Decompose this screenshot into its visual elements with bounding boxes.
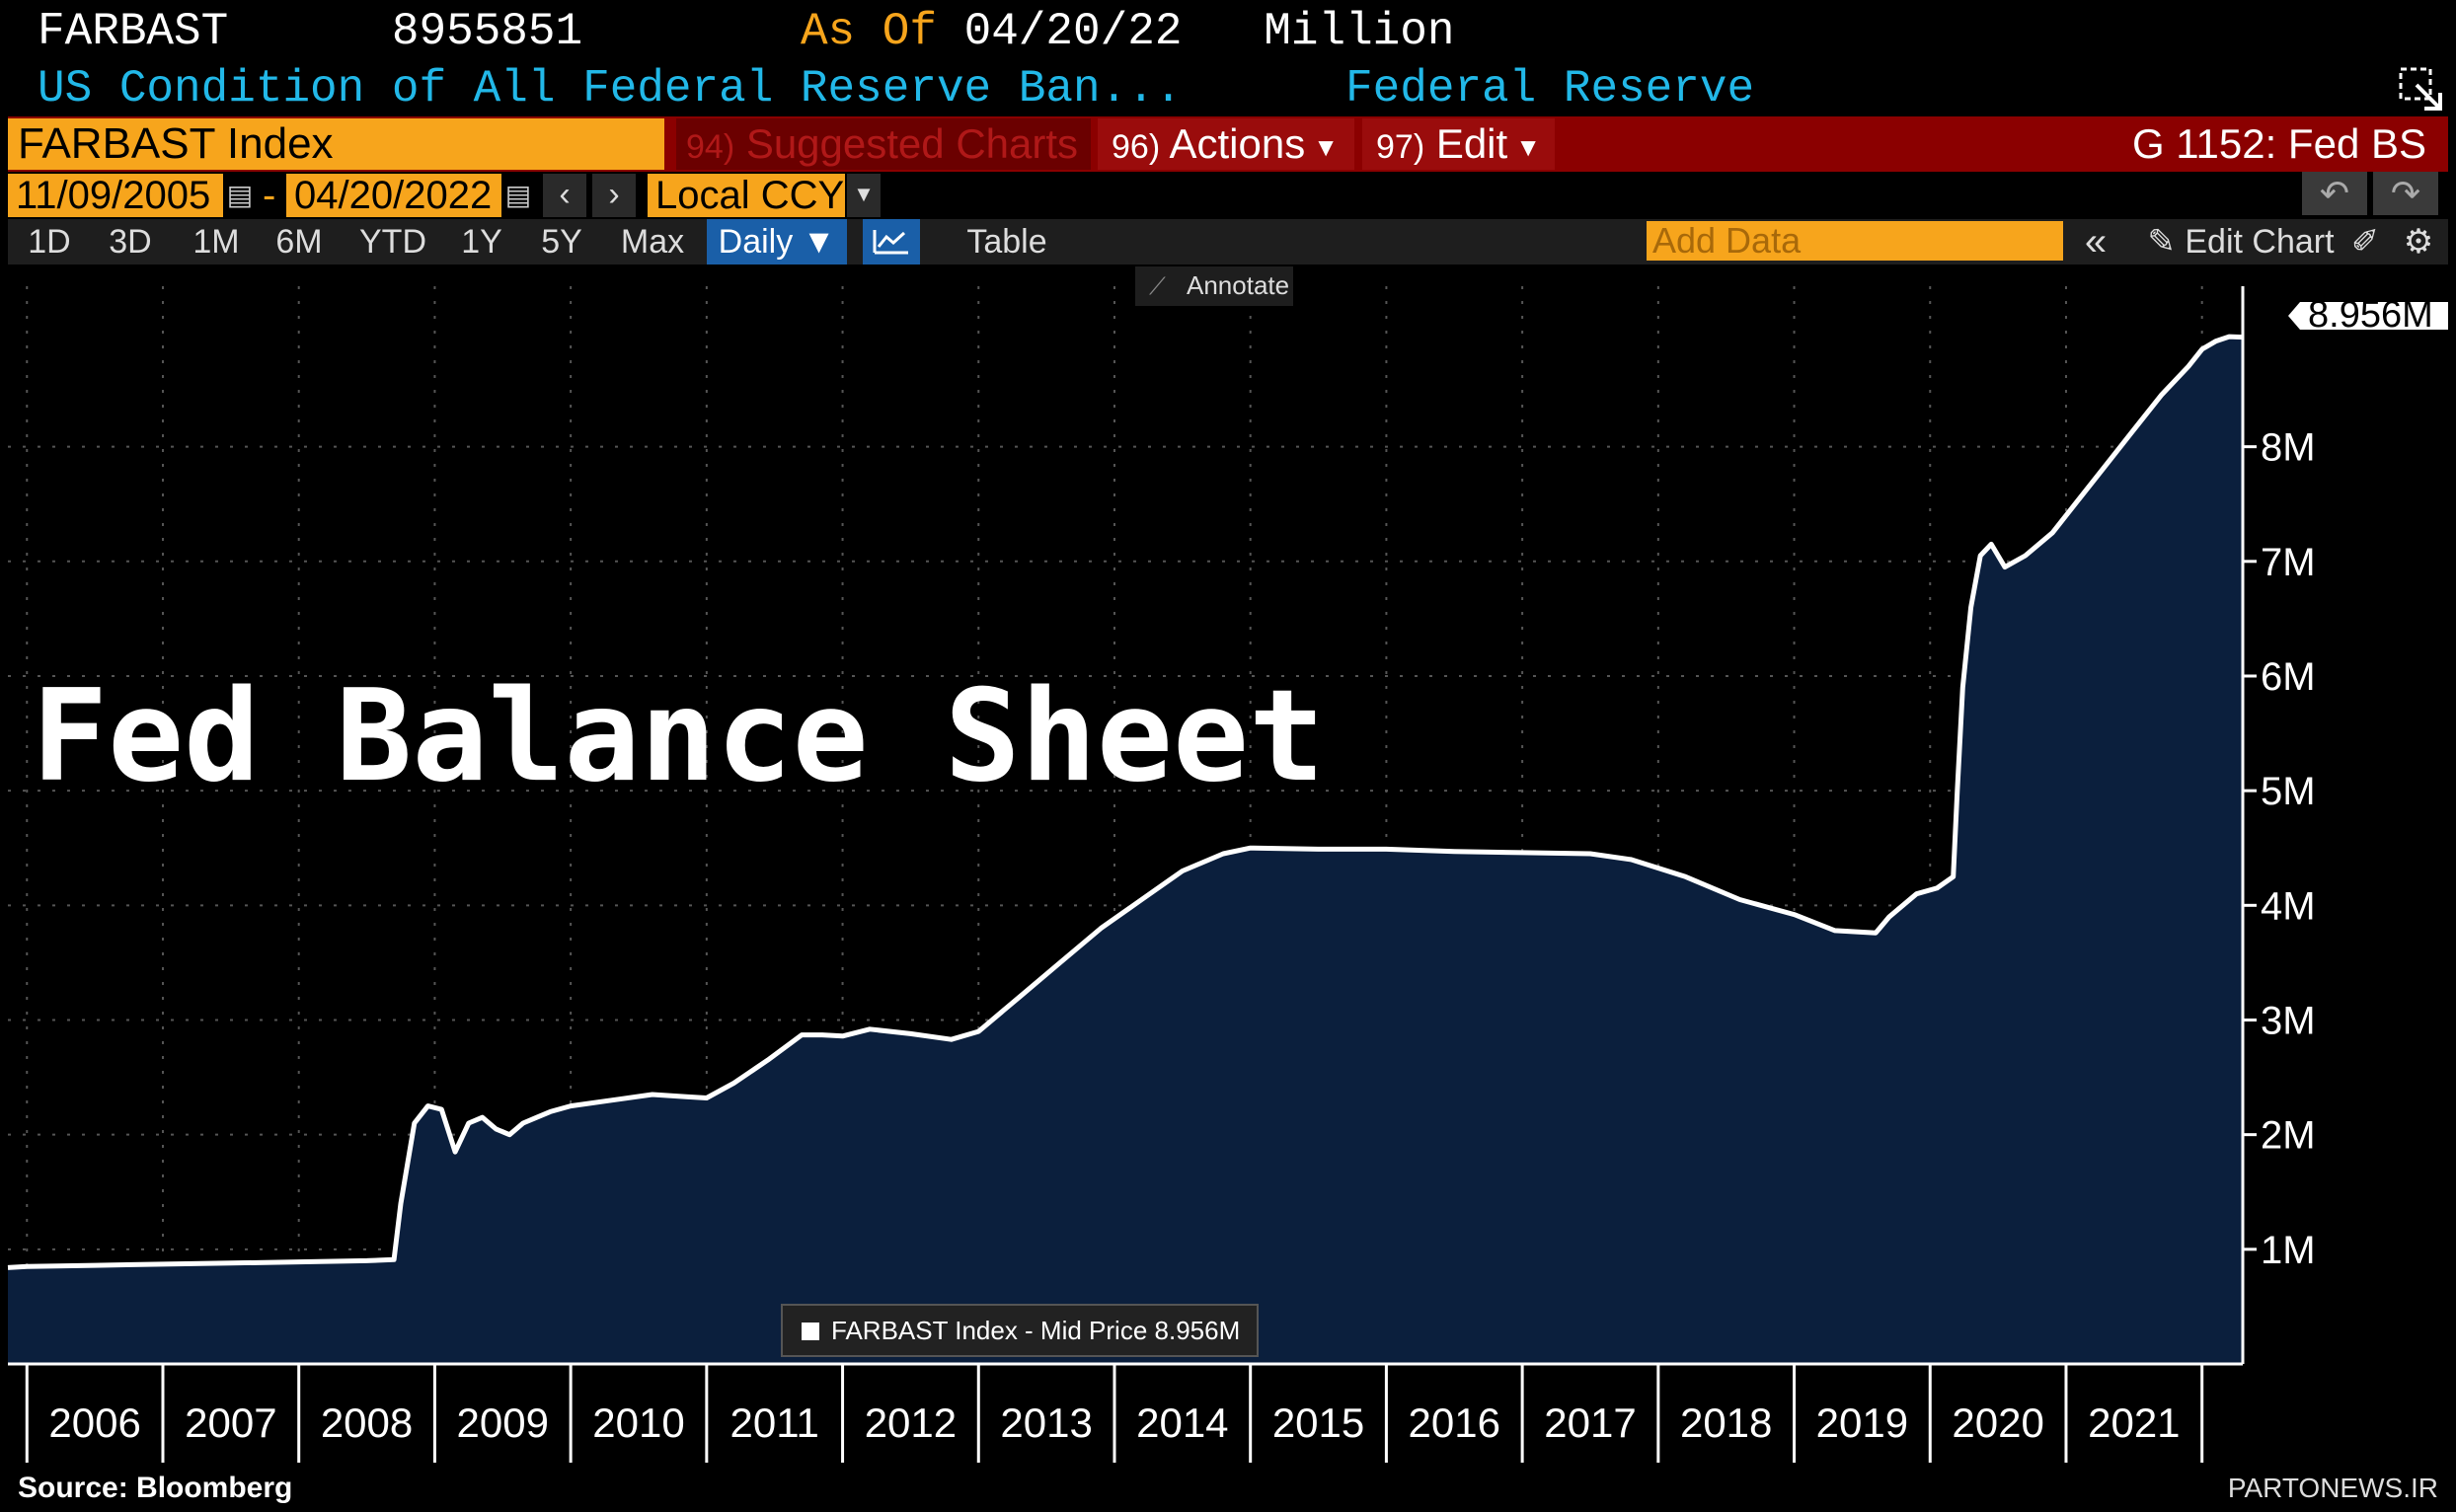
- legend: FARBAST Index - Mid Price 8.956M: [781, 1304, 1259, 1357]
- x-tick-label: 2006: [48, 1399, 140, 1446]
- security-header: FARBAST 8955851 As Of 04/20/22 Million: [38, 4, 1455, 59]
- period-1m[interactable]: 1M: [192, 223, 240, 261]
- last-value-label: 8.956M: [2308, 294, 2433, 336]
- chart-code-label: G 1152: Fed BS: [2131, 120, 2426, 167]
- x-tick-label: 2019: [1816, 1399, 1908, 1446]
- suggested-label: Suggested Charts: [745, 120, 1079, 167]
- currency-select[interactable]: Local CCY: [648, 174, 845, 217]
- forward-arrow-icon[interactable]: ›: [592, 174, 636, 217]
- edit-chart-button[interactable]: ✎ Edit Chart: [2132, 219, 2349, 265]
- data-source-name: Federal Reserve: [1345, 63, 1755, 114]
- actions-menu[interactable]: 96) Actions ▼: [1098, 118, 1354, 170]
- pencil-icon: ✎: [2147, 223, 2176, 261]
- gear-icon[interactable]: ⚙: [2403, 223, 2434, 261]
- triangle-down-icon: ▼: [802, 223, 836, 261]
- ticker-label: FARBAST: [38, 6, 229, 57]
- edit-number: 97): [1376, 128, 1425, 166]
- edit-menu[interactable]: 97) Edit ▼: [1362, 118, 1555, 170]
- gridlines: [8, 286, 2243, 1364]
- date-separator: -: [263, 174, 276, 217]
- frequency-label: Daily: [718, 223, 794, 261]
- series-description: US Condition of All Federal Reserve Ban.…: [38, 63, 1183, 114]
- x-tick-label: 2017: [1544, 1399, 1636, 1446]
- y-tick-label: 8M: [2261, 426, 2316, 470]
- y-tick-label: 1M: [2261, 1229, 2316, 1272]
- redo-icon[interactable]: ↷: [2373, 172, 2438, 215]
- undo-icon[interactable]: ↶: [2302, 172, 2367, 215]
- last-value-callout: 8.956M: [2288, 294, 2448, 336]
- x-tick-label: 2021: [2088, 1399, 2180, 1446]
- table-button[interactable]: Table: [966, 223, 1047, 261]
- legend-label: FARBAST Index - Mid Price 8.956M: [831, 1316, 1240, 1345]
- annotate-pencil-icon: ⟋: [1149, 273, 1166, 300]
- chart-title: Fed Balance Sheet: [32, 663, 1325, 810]
- description-row: US Condition of All Federal Reserve Ban.…: [38, 61, 1754, 116]
- period-5y[interactable]: 5Y: [541, 223, 582, 261]
- x-tick-label: 2013: [1000, 1399, 1092, 1446]
- x-tick-label: 2018: [1680, 1399, 1772, 1446]
- security-field[interactable]: FARBAST Index: [8, 118, 664, 170]
- caret-down-icon: ▼: [1515, 131, 1541, 162]
- period-ytd[interactable]: YTD: [359, 223, 426, 261]
- frequency-dropdown[interactable]: Daily ▼: [707, 219, 847, 265]
- edit-chart-label: Edit Chart: [2185, 223, 2335, 261]
- source-note: Source: Bloomberg: [18, 1472, 293, 1504]
- legend-swatch: [802, 1323, 819, 1340]
- x-tick-label: 2008: [321, 1399, 413, 1446]
- y-tick-label: 6M: [2261, 655, 2316, 699]
- calendar-icon[interactable]: ▤: [226, 180, 254, 210]
- y-tick-label: 2M: [2261, 1114, 2316, 1158]
- units-label: Million: [1264, 6, 1455, 57]
- period-max[interactable]: Max: [620, 223, 685, 261]
- y-tick-label: 7M: [2261, 541, 2316, 584]
- series-line: [7, 334, 2244, 1270]
- as-of-date: 04/20/22: [963, 6, 1183, 57]
- x-tick-label: 2020: [1952, 1399, 2043, 1446]
- back-arrow-icon[interactable]: ‹: [543, 174, 586, 217]
- end-date-field[interactable]: 04/20/2022: [286, 174, 501, 217]
- x-axis: 2006 2007 2008 2009 2010 2011 2012 2013 2014 2015…: [8, 1362, 2243, 1463]
- annotate-button[interactable]: ⟋ Annotate: [1135, 266, 1293, 306]
- as-of-label: As Of: [800, 6, 937, 57]
- x-tick-label: 2015: [1272, 1399, 1364, 1446]
- watermark: PARTONEWS.IR: [2227, 1473, 2438, 1503]
- actions-label: Actions: [1169, 120, 1306, 167]
- collapse-icon[interactable]: «: [2084, 220, 2108, 264]
- x-tick-label: 2011: [730, 1399, 819, 1446]
- line-chart-icon[interactable]: [863, 219, 920, 265]
- x-tick-label: 2016: [1409, 1399, 1500, 1446]
- x-tick-label: 2012: [865, 1399, 957, 1446]
- y-axis: 1M 2M 3M 4M 5M 6M 7M 8M: [2241, 286, 2316, 1364]
- calendar-icon[interactable]: ▤: [504, 180, 532, 210]
- draw-icon[interactable]: ✐: [2350, 223, 2380, 261]
- x-tick-label: 2014: [1136, 1399, 1228, 1446]
- period-1y[interactable]: 1Y: [461, 223, 502, 261]
- series-area-fill: [8, 337, 2243, 1365]
- caret-down-icon: ▼: [1313, 131, 1339, 162]
- actions-number: 96): [1112, 128, 1161, 166]
- annotate-label: Annotate: [1187, 270, 1289, 300]
- currency-dropdown-icon[interactable]: ▼: [847, 174, 881, 217]
- start-date-field[interactable]: 11/09/2005: [8, 174, 223, 217]
- x-tick-label: 2009: [457, 1399, 549, 1446]
- popout-icon[interactable]: [2397, 65, 2446, 114]
- edit-label: Edit: [1435, 120, 1508, 167]
- y-tick-label: 4M: [2261, 884, 2316, 928]
- suggested-number: 94): [686, 128, 735, 166]
- suggested-charts-menu[interactable]: 94) Suggested Charts: [676, 118, 1091, 170]
- period-3d[interactable]: 3D: [109, 223, 152, 261]
- y-tick-label: 3M: [2261, 999, 2316, 1042]
- add-data-input[interactable]: [1647, 221, 2063, 261]
- last-value: 8955851: [391, 6, 583, 57]
- x-tick-label: 2010: [592, 1399, 684, 1446]
- x-tick-label: 2007: [185, 1399, 276, 1446]
- period-1d[interactable]: 1D: [28, 223, 71, 261]
- y-tick-label: 5M: [2261, 770, 2316, 813]
- chart-area: 1M 2M 3M 4M 5M 6M 7M 8M 2006 2007 2008 2009 2010 201…: [7, 266, 2448, 1463]
- period-6m[interactable]: 6M: [275, 223, 323, 261]
